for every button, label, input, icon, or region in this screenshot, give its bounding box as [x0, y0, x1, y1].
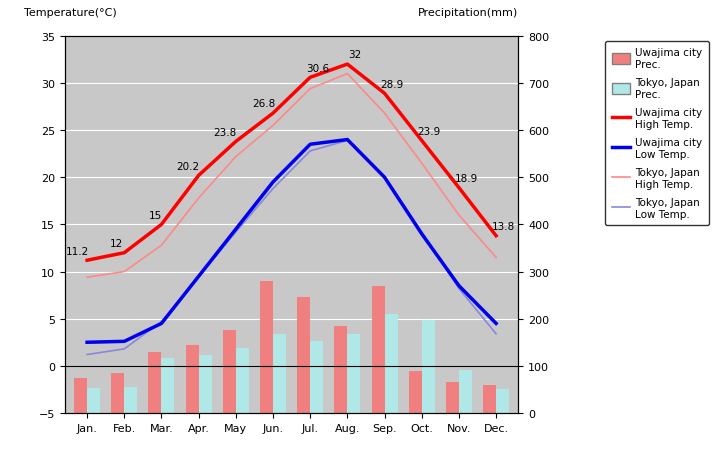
Uwajima city
High Temp. [418, 139, 426, 144]
Tokyo, Japan
High Temp. [343, 72, 351, 77]
Uwajima city
High Temp. [492, 234, 500, 239]
Bar [496, 389, 509, 413]
Bar [372, 286, 384, 413]
Text: Precipitation(mm): Precipitation(mm) [418, 8, 518, 18]
Uwajima city
High Temp. [306, 75, 315, 81]
Bar [310, 341, 323, 413]
Tokyo, Japan
High Temp. [120, 269, 129, 274]
Text: 13.8: 13.8 [492, 222, 515, 231]
Bar [260, 281, 273, 413]
Tokyo, Japan
Low Temp. [454, 286, 463, 291]
Bar [112, 373, 125, 413]
Bar [446, 382, 459, 413]
Bar [222, 331, 236, 413]
Bar [186, 345, 199, 413]
Bar [125, 387, 138, 413]
Bar [409, 371, 422, 413]
Tokyo, Japan
High Temp. [454, 213, 463, 218]
Bar [384, 315, 397, 413]
Line: Uwajima city
High Temp.: Uwajima city High Temp. [87, 65, 496, 261]
Text: Temperature(°C): Temperature(°C) [24, 8, 117, 18]
Text: 23.9: 23.9 [418, 127, 441, 136]
Uwajima city
High Temp. [194, 173, 203, 179]
Tokyo, Japan
High Temp. [194, 196, 203, 202]
Bar [273, 334, 286, 413]
Bar [422, 320, 435, 413]
Line: Tokyo, Japan
Low Temp.: Tokyo, Japan Low Temp. [87, 141, 496, 355]
Tokyo, Japan
Low Temp. [418, 230, 426, 235]
Tokyo, Japan
Low Temp. [157, 319, 166, 325]
Uwajima city
High Temp. [269, 111, 277, 117]
Uwajima city
Low Temp. [232, 227, 240, 232]
Uwajima city
Low Temp. [194, 274, 203, 280]
Tokyo, Japan
Low Temp. [120, 347, 129, 352]
Bar [297, 298, 310, 413]
Bar [334, 326, 347, 413]
Line: Tokyo, Japan
High Temp.: Tokyo, Japan High Temp. [87, 74, 496, 278]
Bar [87, 389, 100, 413]
Uwajima city
High Temp. [454, 185, 463, 191]
Uwajima city
High Temp. [343, 62, 351, 67]
Text: 12: 12 [110, 239, 123, 248]
Text: 11.2: 11.2 [66, 246, 89, 256]
Uwajima city
High Temp. [157, 222, 166, 228]
Text: 26.8: 26.8 [252, 99, 275, 109]
Text: 28.9: 28.9 [380, 79, 404, 90]
Bar [459, 370, 472, 413]
Bar [347, 334, 361, 413]
Tokyo, Japan
Low Temp. [343, 139, 351, 144]
Legend: Uwajima city
Prec., Tokyo, Japan
Prec., Uwajima city
High Temp., Uwajima city
Lo: Uwajima city Prec., Tokyo, Japan Prec., … [606, 42, 708, 225]
Uwajima city
Low Temp. [120, 339, 129, 344]
Line: Uwajima city
Low Temp.: Uwajima city Low Temp. [87, 140, 496, 342]
Tokyo, Japan
Low Temp. [232, 230, 240, 235]
Tokyo, Japan
Low Temp. [83, 352, 91, 358]
Tokyo, Japan
Low Temp. [380, 175, 389, 180]
Text: 20.2: 20.2 [176, 161, 199, 171]
Uwajima city
Low Temp. [492, 321, 500, 326]
Uwajima city
Low Temp. [157, 321, 166, 326]
Tokyo, Japan
Low Temp. [492, 331, 500, 337]
Uwajima city
Low Temp. [306, 142, 315, 148]
Bar [483, 385, 496, 413]
Tokyo, Japan
High Temp. [492, 255, 500, 261]
Text: 18.9: 18.9 [455, 174, 478, 184]
Tokyo, Japan
Low Temp. [306, 149, 315, 154]
Tokyo, Japan
Low Temp. [269, 186, 277, 192]
Text: 15: 15 [149, 210, 163, 220]
Uwajima city
High Temp. [83, 258, 91, 263]
Bar [161, 358, 174, 413]
Uwajima city
High Temp. [232, 140, 240, 145]
Uwajima city
Low Temp. [269, 180, 277, 185]
Tokyo, Japan
High Temp. [83, 275, 91, 280]
Bar [199, 355, 212, 413]
Tokyo, Japan
Low Temp. [194, 275, 203, 280]
Text: 32: 32 [348, 50, 361, 60]
Tokyo, Japan
High Temp. [306, 87, 315, 92]
Uwajima city
Low Temp. [343, 137, 351, 143]
Uwajima city
High Temp. [380, 91, 389, 97]
Uwajima city
Low Temp. [83, 340, 91, 345]
Tokyo, Japan
High Temp. [418, 161, 426, 167]
Uwajima city
High Temp. [120, 250, 129, 256]
Bar [74, 378, 87, 413]
Text: 30.6: 30.6 [306, 63, 329, 73]
Tokyo, Japan
High Temp. [157, 243, 166, 248]
Uwajima city
Low Temp. [454, 283, 463, 289]
Tokyo, Japan
High Temp. [269, 123, 277, 129]
Bar [236, 349, 249, 413]
Tokyo, Japan
High Temp. [232, 154, 240, 160]
Uwajima city
Low Temp. [380, 175, 389, 180]
Uwajima city
Low Temp. [418, 231, 426, 237]
Tokyo, Japan
High Temp. [380, 111, 389, 117]
Bar [148, 352, 161, 413]
Text: 23.8: 23.8 [213, 128, 236, 137]
